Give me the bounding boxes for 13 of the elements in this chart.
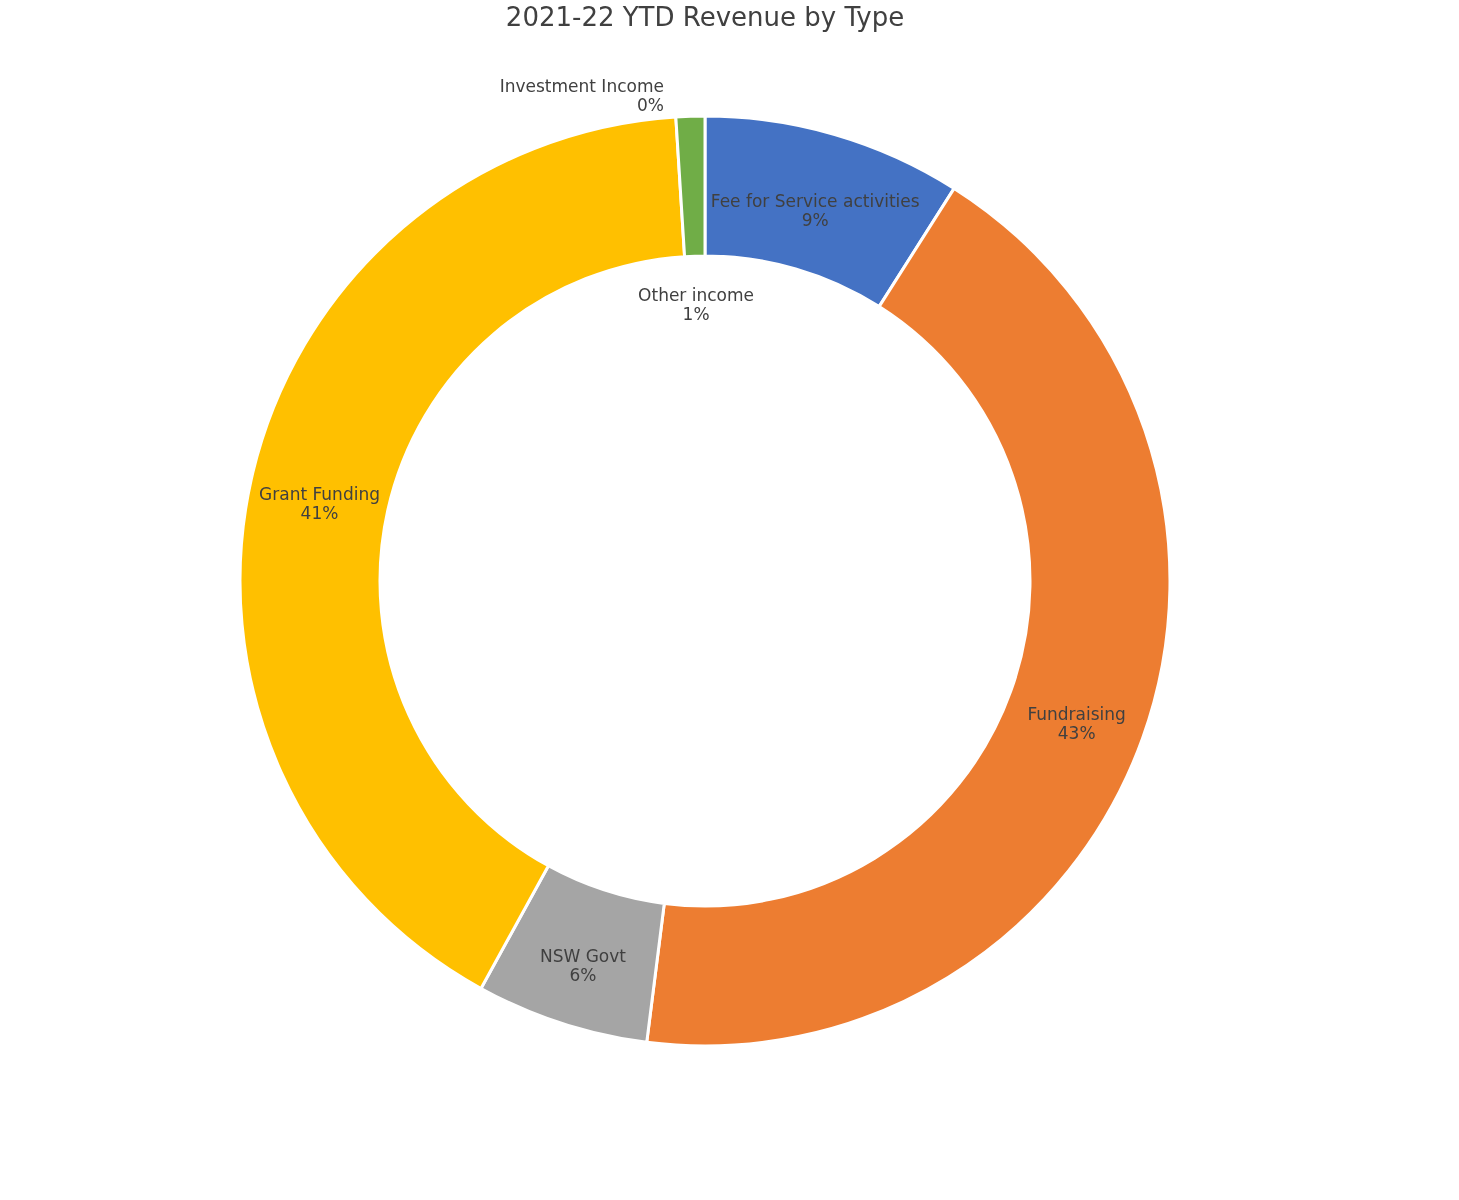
chart-title: 2021-22 YTD Revenue by Type <box>505 2 905 32</box>
category-label: Investment Income <box>499 75 664 96</box>
data-label: 9% <box>801 209 829 230</box>
slice-label: NSW Govt <box>539 945 627 966</box>
data-label: 41% <box>300 502 339 523</box>
data-label: 1% <box>682 304 710 325</box>
slice-label: Grant Funding <box>259 483 380 504</box>
slice-label: Fundraising <box>1027 703 1126 724</box>
slice-label: Fee for Service activities <box>710 190 920 211</box>
data-label: 43% <box>1057 722 1096 743</box>
data-label: 6% <box>569 964 597 985</box>
slice-label: Other income <box>638 285 755 306</box>
text: 0% <box>636 94 664 115</box>
